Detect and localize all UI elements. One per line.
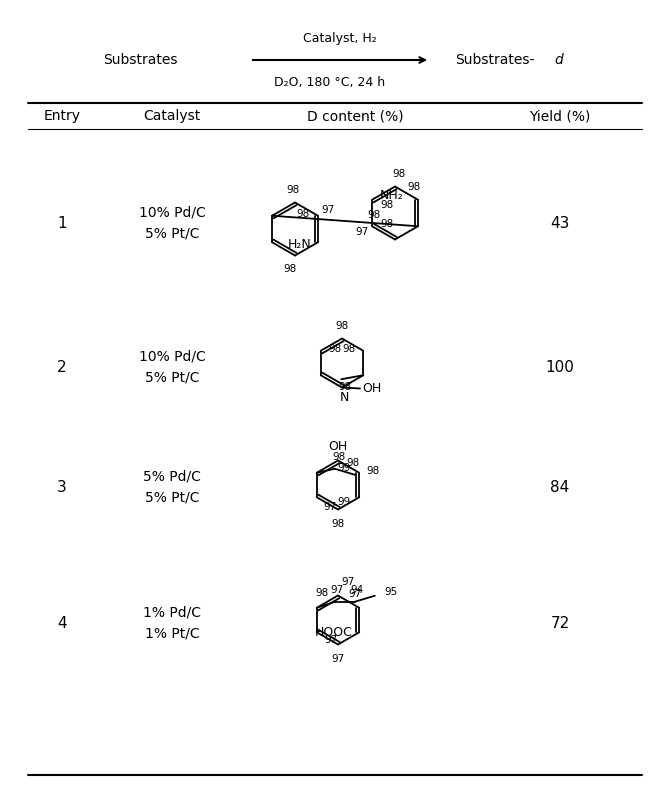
Text: 97: 97 — [324, 635, 338, 646]
Text: 99: 99 — [338, 463, 351, 473]
Text: 97: 97 — [323, 502, 336, 512]
Text: 98: 98 — [338, 382, 352, 392]
Text: 98: 98 — [393, 168, 405, 179]
Text: 1% Pd/C
1% Pt/C: 1% Pd/C 1% Pt/C — [143, 605, 201, 640]
Text: 94: 94 — [350, 584, 363, 595]
Text: 98: 98 — [381, 200, 394, 210]
Text: 5% Pd/C
5% Pt/C: 5% Pd/C 5% Pt/C — [143, 469, 201, 504]
Text: 98: 98 — [366, 466, 379, 476]
Text: 10% Pd/C
5% Pt/C: 10% Pd/C 5% Pt/C — [139, 206, 206, 241]
Text: OH: OH — [328, 440, 348, 453]
Text: 84: 84 — [550, 480, 570, 494]
Text: 97: 97 — [330, 584, 344, 595]
Text: 97: 97 — [348, 588, 362, 599]
Text: 98: 98 — [342, 344, 356, 353]
Text: 43: 43 — [550, 216, 570, 230]
Text: 3: 3 — [57, 480, 67, 494]
Text: 100: 100 — [545, 360, 574, 374]
Text: 98: 98 — [346, 458, 359, 468]
Text: Substrates-: Substrates- — [456, 53, 535, 67]
Text: 97: 97 — [332, 654, 344, 663]
Text: 10% Pd/C
5% Pt/C: 10% Pd/C 5% Pt/C — [139, 349, 206, 384]
Text: 4: 4 — [57, 616, 67, 630]
Text: 98: 98 — [367, 210, 380, 220]
Text: HOOC: HOOC — [314, 625, 352, 638]
Text: 72: 72 — [550, 616, 570, 630]
Text: 99: 99 — [338, 497, 351, 507]
Text: 98: 98 — [332, 452, 346, 462]
Text: 97: 97 — [342, 576, 354, 587]
Text: 98: 98 — [381, 219, 394, 229]
Text: Catalyst: Catalyst — [143, 109, 200, 123]
Text: 2: 2 — [57, 360, 67, 374]
Text: 98: 98 — [336, 320, 348, 331]
Text: 98: 98 — [407, 182, 421, 192]
Text: 1: 1 — [57, 216, 67, 230]
Text: 98: 98 — [328, 344, 342, 353]
Text: D₂O, 180 °C, 24 h: D₂O, 180 °C, 24 h — [275, 76, 385, 89]
Text: Yield (%): Yield (%) — [529, 109, 591, 123]
Text: N: N — [339, 391, 348, 404]
Text: Entry: Entry — [44, 109, 80, 123]
Text: 98: 98 — [332, 518, 344, 529]
Text: 98: 98 — [286, 184, 299, 195]
Text: 98: 98 — [283, 263, 297, 274]
Text: H₂N: H₂N — [288, 237, 312, 250]
Text: Catalyst, H₂: Catalyst, H₂ — [303, 31, 377, 44]
Text: D content (%): D content (%) — [307, 109, 403, 123]
Text: OH: OH — [362, 382, 382, 395]
Text: d: d — [555, 53, 563, 67]
Text: 97: 97 — [355, 227, 369, 237]
Text: NH₂: NH₂ — [380, 189, 404, 202]
Text: 97: 97 — [322, 205, 335, 215]
Text: Substrates: Substrates — [103, 53, 178, 67]
Text: 95: 95 — [384, 587, 397, 597]
Text: 98: 98 — [315, 588, 328, 598]
Text: 98: 98 — [296, 208, 310, 219]
